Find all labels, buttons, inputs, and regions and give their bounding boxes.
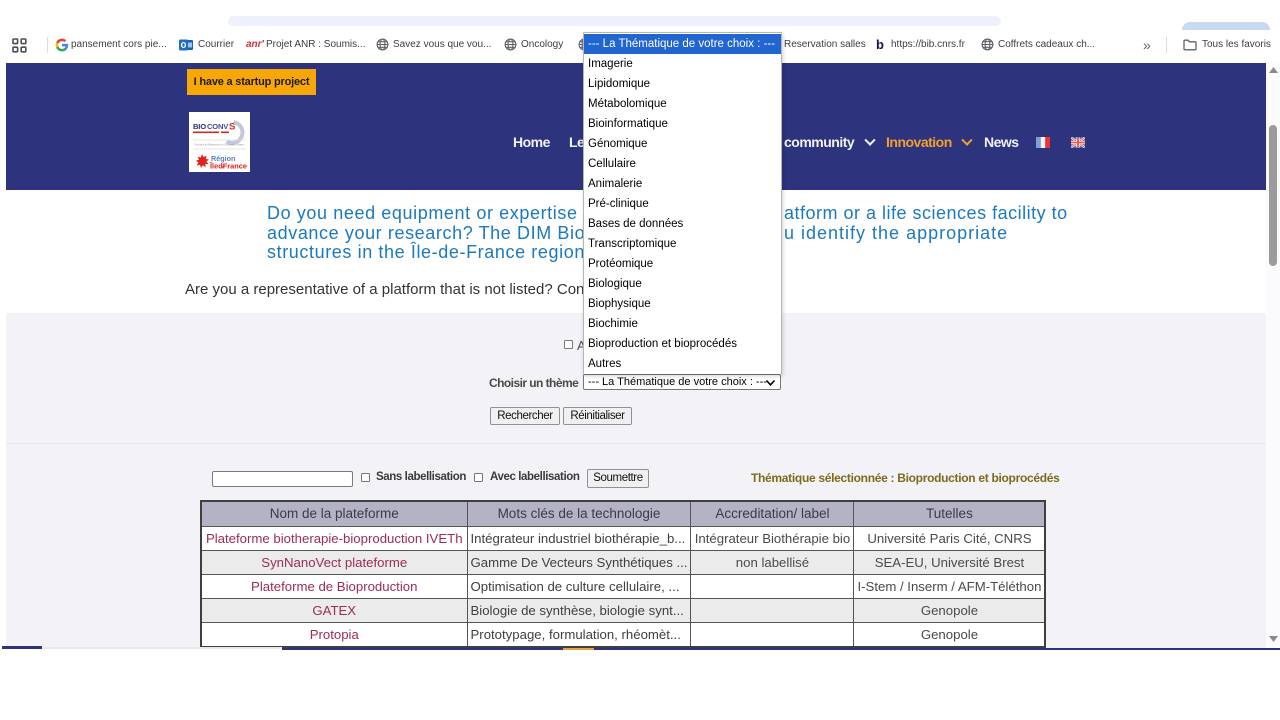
svg-text:CONV: CONV: [207, 122, 229, 131]
svg-text:Domaine de Recherche et d'Inno: Domaine de Recherche et d'Innovation Maj…: [195, 143, 245, 147]
svg-text:Îled̷France: Îled̷France: [209, 162, 247, 171]
svg-text:BIO: BIO: [193, 122, 206, 131]
svg-text:Région: Région: [211, 154, 235, 163]
svg-text:S: S: [229, 122, 235, 133]
